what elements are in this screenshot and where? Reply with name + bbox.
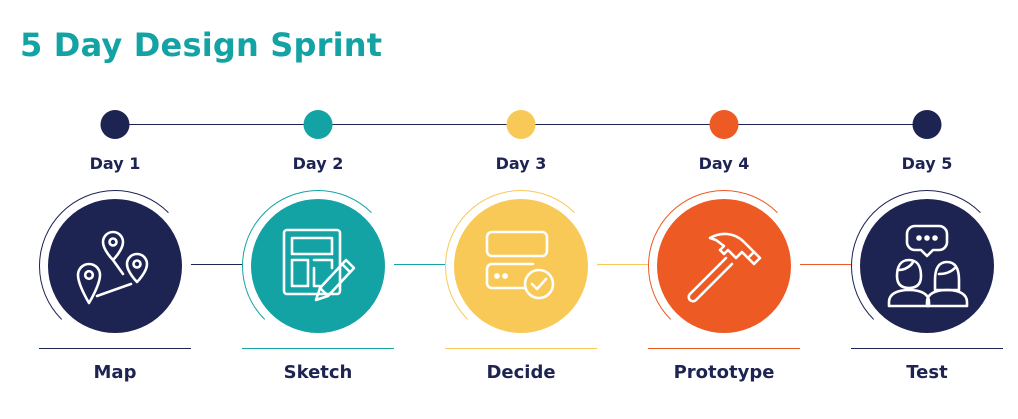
step-label-sketch: Sketch (283, 362, 353, 383)
day-label-1: Day 1 (89, 154, 141, 173)
timeline-dot-day-5 (912, 110, 942, 139)
sketch-pencil-icon (282, 228, 356, 302)
arc-day-5 (851, 190, 1003, 342)
users-chat-icon (887, 224, 969, 308)
connector-3-4 (597, 264, 648, 265)
step-circle-sketch (251, 199, 385, 333)
underline-map (39, 348, 191, 349)
arc-day-3 (445, 190, 597, 342)
arc-day-2 (242, 190, 394, 342)
day-label-3: Day 3 (495, 154, 547, 173)
step-circle-decide (454, 199, 588, 333)
decide-check-icon (485, 230, 555, 300)
underline-sketch (242, 348, 394, 349)
day-label-5: Day 5 (901, 154, 953, 173)
day-label-2: Day 2 (292, 154, 344, 173)
step-circle-prototype (657, 199, 791, 333)
step-label-map: Map (93, 362, 137, 383)
arc-day-4 (648, 190, 800, 342)
step-label-decide: Decide (486, 362, 556, 383)
step-circle-test (860, 199, 994, 333)
hammer-icon (687, 232, 762, 303)
step-circle-map (48, 199, 182, 333)
underline-test (851, 348, 1003, 349)
arc-day-1 (39, 190, 191, 342)
timeline-dot-day-4 (709, 110, 739, 139)
connector-2-3 (394, 264, 445, 265)
timeline-dot-day-3 (506, 110, 536, 139)
underline-decide (445, 348, 597, 349)
step-label-prototype: Prototype (673, 362, 775, 383)
day-label-4: Day 4 (698, 154, 750, 173)
step-label-test: Test (906, 362, 948, 383)
connector-1-2 (191, 264, 242, 265)
timeline-dot-day-2 (303, 110, 333, 139)
page-title: 5 Day Design Sprint (20, 26, 383, 64)
connector-4-5 (800, 264, 851, 265)
underline-prototype (648, 348, 800, 349)
map-pins-icon (76, 230, 149, 305)
timeline-dot-day-1 (100, 110, 130, 139)
